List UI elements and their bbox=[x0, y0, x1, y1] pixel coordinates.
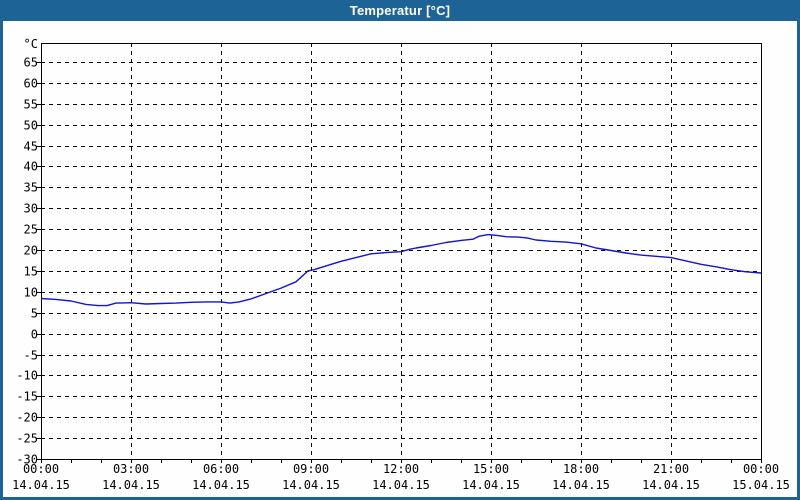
x-axis-time-label: 21:00 bbox=[653, 462, 689, 476]
x-axis-time-label: 18:00 bbox=[563, 462, 599, 476]
x-axis-time-label: 03:00 bbox=[113, 462, 149, 476]
y-axis-tick-label: 20 bbox=[24, 244, 38, 258]
window-title: Temperatur [°C] bbox=[349, 3, 451, 18]
x-axis-date-label: 14.04.15 bbox=[102, 478, 160, 492]
x-axis-date-label: 14.04.15 bbox=[642, 478, 700, 492]
y-axis-tick-label: 50 bbox=[24, 119, 38, 133]
x-axis-time-label: 15:00 bbox=[473, 462, 509, 476]
y-axis-tick-label: 45 bbox=[24, 140, 38, 154]
x-axis-time-label: 00:00 bbox=[23, 462, 59, 476]
chart-area: -30 -25 -20 -15 -10 -5 0 5 10 15 20 25 30 35 40 45 50 55 6… bbox=[3, 21, 797, 497]
y-axis-tick-label: 5 bbox=[31, 307, 38, 321]
y-axis-tick-label: -15 bbox=[16, 390, 38, 404]
y-axis-tick-label: 0 bbox=[31, 328, 38, 342]
x-axis-time-label: 06:00 bbox=[203, 462, 239, 476]
y-axis-tick-label: -20 bbox=[16, 411, 38, 425]
y-axis-tick-label: 30 bbox=[24, 202, 38, 216]
y-axis-unit-label: °C bbox=[24, 37, 38, 51]
x-axis-date-label: 14.04.15 bbox=[192, 478, 250, 492]
y-axis-tick-label: 55 bbox=[24, 98, 38, 112]
temperature-line-chart: -30 -25 -20 -15 -10 -5 0 5 10 15 20 25 30 35 40 45 50 55 6… bbox=[12, 37, 790, 492]
x-axis-date-label: 15.04.15 bbox=[732, 478, 790, 492]
y-axis-tick-label: -5 bbox=[24, 349, 38, 363]
x-axis-date-label: 14.04.15 bbox=[12, 478, 70, 492]
y-axis-tick-label: -10 bbox=[16, 369, 38, 383]
x-axis-time-label: 00:00 bbox=[743, 462, 779, 476]
y-axis-tick-label: -25 bbox=[16, 432, 38, 446]
x-axis-date-label: 14.04.15 bbox=[282, 478, 340, 492]
y-axis-tick-label: 15 bbox=[24, 265, 38, 279]
x-axis-time-label: 09:00 bbox=[293, 462, 329, 476]
y-axis-tick-label: 10 bbox=[24, 286, 38, 300]
y-axis-tick-label: -30 bbox=[16, 453, 38, 467]
y-axis-tick-label: 60 bbox=[24, 77, 38, 91]
y-axis-tick-label: 25 bbox=[24, 223, 38, 237]
x-axis-date-label: 14.04.15 bbox=[552, 478, 610, 492]
x-axis-date-label: 14.04.15 bbox=[372, 478, 430, 492]
y-axis-tick-label: 35 bbox=[24, 181, 38, 195]
x-axis-time-label: 12:00 bbox=[383, 462, 419, 476]
y-axis-tick-label: 65 bbox=[24, 56, 38, 70]
y-axis-tick-label: 40 bbox=[24, 160, 38, 174]
window-title-bar[interactable]: Temperatur [°C] bbox=[3, 0, 797, 21]
temperature-series-line bbox=[40, 233, 762, 307]
x-axis-date-label: 14.04.15 bbox=[462, 478, 520, 492]
plot-border bbox=[41, 43, 762, 460]
